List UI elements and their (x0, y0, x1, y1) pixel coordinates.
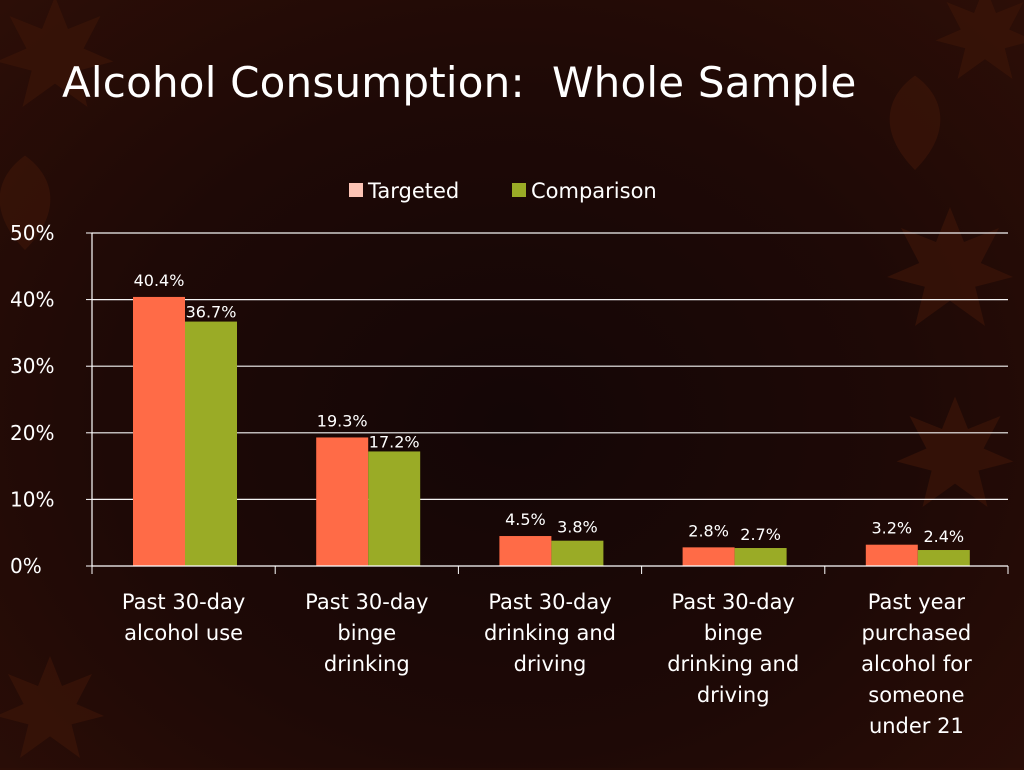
category-label-line: Past 30-day (488, 590, 611, 614)
bar-targeted (133, 296, 185, 566)
bar-targeted (865, 544, 918, 566)
category-label-line: Past 30-day (672, 590, 795, 614)
bar-comparison (185, 321, 237, 566)
data-label: 19.3% (317, 411, 368, 430)
legend-label-targeted: Targeted (367, 179, 459, 203)
data-label: 3.2% (871, 519, 912, 538)
category-label-line: binge (337, 621, 396, 645)
category-label: Past 30-day binge drinking (305, 590, 428, 676)
y-tick-label: 50% (10, 221, 54, 245)
legend: Targeted Comparison (349, 179, 657, 203)
gridlines (92, 232, 1008, 500)
category-label: Past 30-day drinking and driving (484, 590, 616, 676)
category-label-line: Past 30-day (122, 590, 245, 614)
data-label: 17.2% (369, 432, 420, 451)
category-label-line: purchased (862, 621, 972, 645)
category-label-line: someone (868, 683, 964, 707)
data-label: 2.4% (923, 527, 964, 546)
category-label: Past 30-day binge drinking and driving (667, 590, 799, 707)
leaf-decoration-right-middle (887, 207, 1013, 326)
data-label: 2.8% (688, 521, 729, 540)
category-label-line: drinking and (484, 621, 616, 645)
data-label: 2.7% (740, 525, 781, 544)
bars (133, 296, 970, 566)
category-label-line: alcohol use (124, 621, 243, 645)
category-label-line: driving (697, 683, 770, 707)
leaf-decoration-bottom-left (0, 656, 104, 758)
y-tick-label: 10% (10, 487, 54, 511)
slide-title: Alcohol Consumption: Whole Sample (62, 58, 857, 107)
category-label-line: Past 30-day (305, 590, 428, 614)
data-label: 36.7% (186, 303, 237, 322)
data-label: 4.5% (505, 510, 546, 529)
category-label-line: under 21 (869, 714, 964, 738)
legend-label-comparison: Comparison (531, 179, 657, 203)
leaf-decoration-top-left (0, 0, 114, 107)
category-label-line: driving (514, 652, 587, 676)
leaf-decoration-top-right (935, 0, 1024, 80)
labels: 40.4%36.7% Past 30-day alcohol use 19.3%17.… (122, 271, 972, 738)
bar-targeted (499, 536, 552, 566)
category-label-line: alcohol for (861, 652, 972, 676)
axes: 0% 10% 20% 30% 40% 50% (10, 221, 1009, 578)
leaf-decoration-right-lower (896, 396, 1014, 507)
category-label: Past 30-day alcohol use (122, 590, 245, 645)
bar-comparison (551, 540, 604, 566)
legend-swatch-comparison (512, 183, 526, 197)
data-label: 3.8% (557, 518, 598, 537)
bar-comparison (734, 548, 787, 566)
bar-targeted (316, 437, 369, 566)
category-label: Past year purchased alcohol for someone unde… (861, 590, 972, 738)
y-tick-label: 30% (10, 354, 54, 378)
category-label-line: drinking (324, 652, 410, 676)
legend-swatch-targeted (349, 183, 363, 197)
data-label: 40.4% (134, 271, 185, 290)
bar-targeted (682, 547, 735, 566)
bar-comparison (917, 550, 970, 566)
y-tick-label: 20% (10, 421, 54, 445)
category-label-line: drinking and (667, 652, 799, 676)
y-tick-label: 0% (10, 554, 42, 578)
category-label-line: Past year (868, 590, 966, 614)
y-tick-label: 40% (10, 288, 54, 312)
leaf-decoration-left-middle (0, 155, 51, 250)
category-label-line: binge (704, 621, 763, 645)
leaf-decoration-right-upper (889, 75, 941, 170)
bar-comparison (368, 451, 421, 566)
